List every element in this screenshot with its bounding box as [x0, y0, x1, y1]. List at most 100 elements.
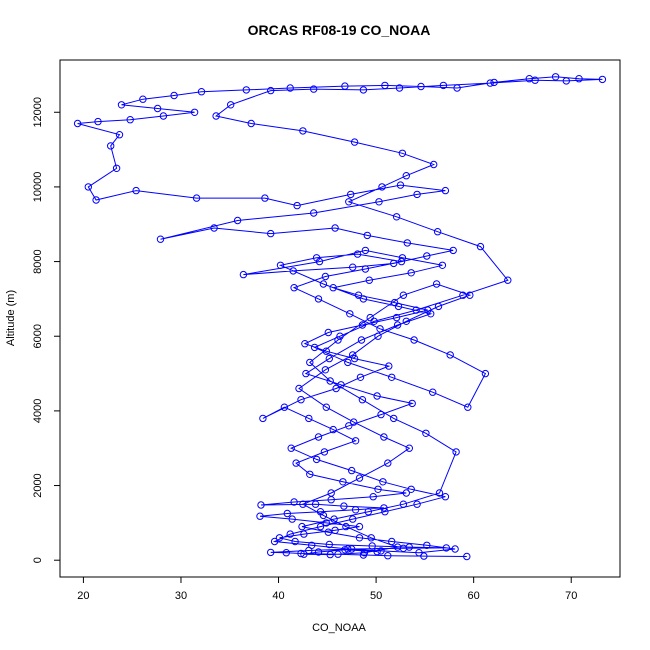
- data-point: [115, 131, 124, 139]
- x-tick-label: 30: [175, 590, 187, 602]
- data-point: [329, 425, 337, 434]
- data-point: [449, 246, 457, 255]
- data-point: [239, 270, 248, 279]
- data-point: [446, 351, 454, 359]
- data-point: [345, 198, 353, 206]
- data-point: [375, 198, 383, 206]
- data-point: [402, 317, 410, 325]
- y-tick-label: 6000: [32, 324, 44, 348]
- y-tick-label: 4000: [32, 399, 44, 423]
- data-point: [291, 537, 299, 546]
- data-point: [242, 86, 251, 94]
- data-point: [459, 291, 467, 299]
- data-point: [334, 550, 342, 558]
- data-point: [438, 261, 447, 269]
- data-point: [367, 534, 375, 542]
- data-point: [292, 459, 300, 467]
- data-point: [347, 190, 355, 199]
- data-point: [282, 549, 290, 557]
- data-point: [490, 78, 498, 87]
- x-tick-label: 20: [77, 590, 89, 602]
- data-point: [301, 340, 309, 348]
- data-point: [388, 537, 396, 546]
- data-point: [399, 500, 408, 508]
- y-tick-label: 8000: [32, 249, 44, 273]
- data-point: [286, 84, 294, 92]
- data-point: [381, 81, 389, 90]
- data-point: [442, 544, 450, 552]
- data-point: [233, 216, 242, 225]
- data-point: [295, 384, 303, 393]
- data-point: [363, 231, 371, 240]
- data-point: [373, 392, 381, 400]
- data-point: [302, 369, 310, 378]
- data-point: [270, 537, 279, 546]
- data-point: [321, 272, 330, 281]
- data-point: [390, 259, 398, 268]
- data-point: [351, 506, 360, 514]
- data-point: [132, 186, 140, 195]
- data-point: [562, 77, 570, 85]
- data-point: [156, 235, 165, 243]
- data-point: [353, 250, 362, 258]
- data-point: [305, 414, 313, 423]
- data-point: [358, 396, 367, 404]
- data-point: [402, 489, 410, 497]
- series-points: [73, 73, 607, 561]
- data-point: [320, 448, 329, 456]
- data-point: [466, 291, 474, 299]
- data-point: [441, 493, 450, 501]
- data-point: [139, 95, 147, 103]
- data-point: [361, 265, 370, 273]
- data-point: [359, 295, 368, 303]
- x-tick-label: 60: [468, 590, 480, 602]
- data-point: [261, 194, 269, 202]
- data-point: [280, 403, 289, 411]
- data-point: [374, 485, 382, 493]
- data-point: [434, 302, 443, 311]
- data-point: [355, 534, 364, 542]
- data-point: [349, 351, 357, 359]
- data-point: [504, 276, 512, 284]
- data-point: [359, 86, 368, 94]
- data-point: [327, 489, 335, 497]
- data-point: [377, 547, 385, 555]
- data-point: [112, 164, 121, 173]
- y-axis-label: Altitude (m): [5, 290, 17, 346]
- data-point: [275, 534, 284, 542]
- series-line: [77, 76, 603, 557]
- data-point: [290, 498, 298, 506]
- data-point: [423, 541, 431, 549]
- data-point: [316, 522, 325, 531]
- data-point: [257, 501, 265, 509]
- data-point: [379, 478, 387, 486]
- data-point: [349, 263, 357, 271]
- data-point: [259, 414, 267, 423]
- x-axis: 20 30 40 50 60 70: [77, 576, 577, 602]
- data-point: [410, 336, 418, 344]
- data-point: [598, 75, 607, 84]
- data-point: [358, 321, 367, 329]
- data-point: [385, 362, 393, 370]
- chart-title: ORCAS RF08-19 CO_NOAA: [248, 22, 431, 38]
- data-point: [393, 543, 402, 551]
- data-point: [283, 509, 291, 518]
- data-point: [336, 332, 344, 340]
- data-point: [430, 160, 438, 169]
- data-point: [297, 396, 305, 404]
- data-point: [355, 522, 364, 531]
- data-point: [354, 291, 363, 299]
- data-point: [384, 459, 392, 467]
- data-point: [439, 81, 448, 90]
- data-point: [324, 328, 332, 337]
- data-point: [420, 552, 428, 560]
- data-point: [575, 75, 583, 83]
- data-point: [340, 502, 348, 510]
- data-point: [378, 183, 386, 191]
- data-point: [312, 254, 321, 262]
- data-point: [344, 358, 352, 367]
- data-point: [289, 267, 297, 275]
- data-point: [388, 373, 396, 381]
- data-point: [364, 508, 372, 516]
